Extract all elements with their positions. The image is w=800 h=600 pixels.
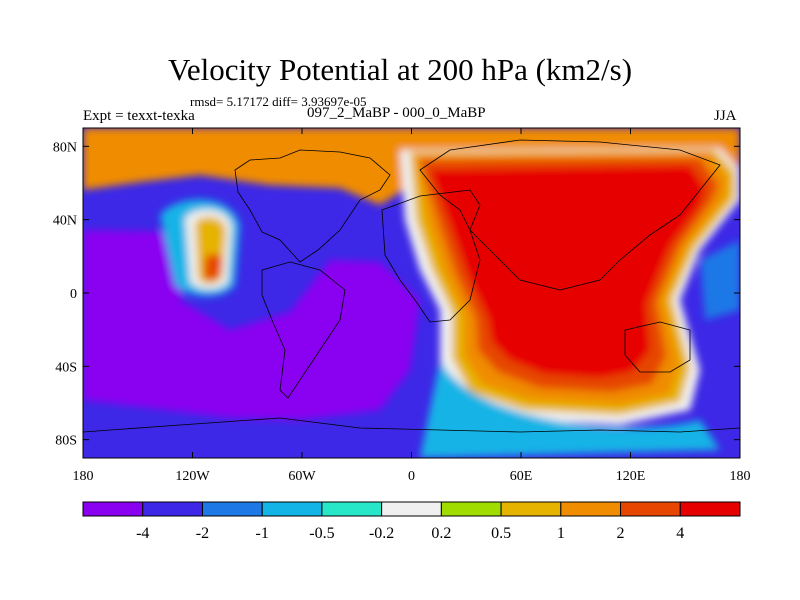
colorbar-swatch (440, 501, 502, 517)
x-tick-label: 0 (408, 469, 415, 484)
colorbar-swatch (500, 501, 562, 517)
x-tick-label: 180 (73, 469, 94, 484)
colorbar-label: -4 (136, 525, 149, 542)
colorbar-label: -0.2 (369, 525, 394, 542)
y-axis: 80N 40N 0 40S 80S (53, 140, 740, 449)
colorbar-swatch (142, 501, 203, 517)
colorbar-label: 0.2 (431, 525, 451, 542)
x-tick-label: 60E (510, 469, 533, 484)
colorbar-label: -1 (256, 525, 269, 542)
x-tick-label: 120E (616, 469, 646, 484)
x-tick-label: 180 (730, 469, 751, 484)
colorbar-label: 1 (557, 525, 565, 542)
x-axis: 180 120W 60W 0 60E 120E 180 (73, 128, 751, 484)
y-tick-label: 40N (53, 214, 77, 229)
velocity-potential-field (83, 128, 740, 458)
experiment-label: Expt = texxt-texka (83, 108, 195, 124)
colorbar-swatch (381, 501, 442, 517)
colorbar-label: 2 (617, 525, 625, 542)
y-tick-label: 80S (55, 434, 77, 449)
colorbar-label: -2 (196, 525, 209, 542)
y-tick-label: 80N (53, 140, 77, 155)
colorbar-label: 4 (676, 525, 684, 542)
plot-title: Velocity Potential at 200 hPa (km2/s) (167, 52, 633, 87)
colorbar-swatch (679, 501, 741, 517)
x-tick-label: 60W (288, 469, 316, 484)
colorbar-label: -0.5 (309, 525, 334, 542)
colorbar-swatch (321, 501, 383, 517)
colorbar-swatch (261, 501, 323, 517)
y-tick-label: 40S (55, 360, 77, 375)
x-tick-label: 120W (175, 469, 210, 484)
colorbar-swatch (560, 501, 622, 517)
colorbar-swatch (620, 501, 681, 517)
stats-label: rmsd= 5.17172 diff= 3.93697e-05 (190, 94, 367, 109)
colorbar-swatch (82, 501, 144, 517)
colorbar: -4 -2 -1 -0.5 -0.2 0.2 0.5 1 2 4 (82, 501, 741, 542)
subtitle-label: 097_2_MaBP - 000_0_MaBP (307, 105, 486, 121)
season-label: JJA (714, 108, 737, 124)
y-tick-label: 0 (70, 287, 77, 302)
colorbar-swatch (201, 501, 263, 517)
colorbar-label: 0.5 (491, 525, 511, 542)
